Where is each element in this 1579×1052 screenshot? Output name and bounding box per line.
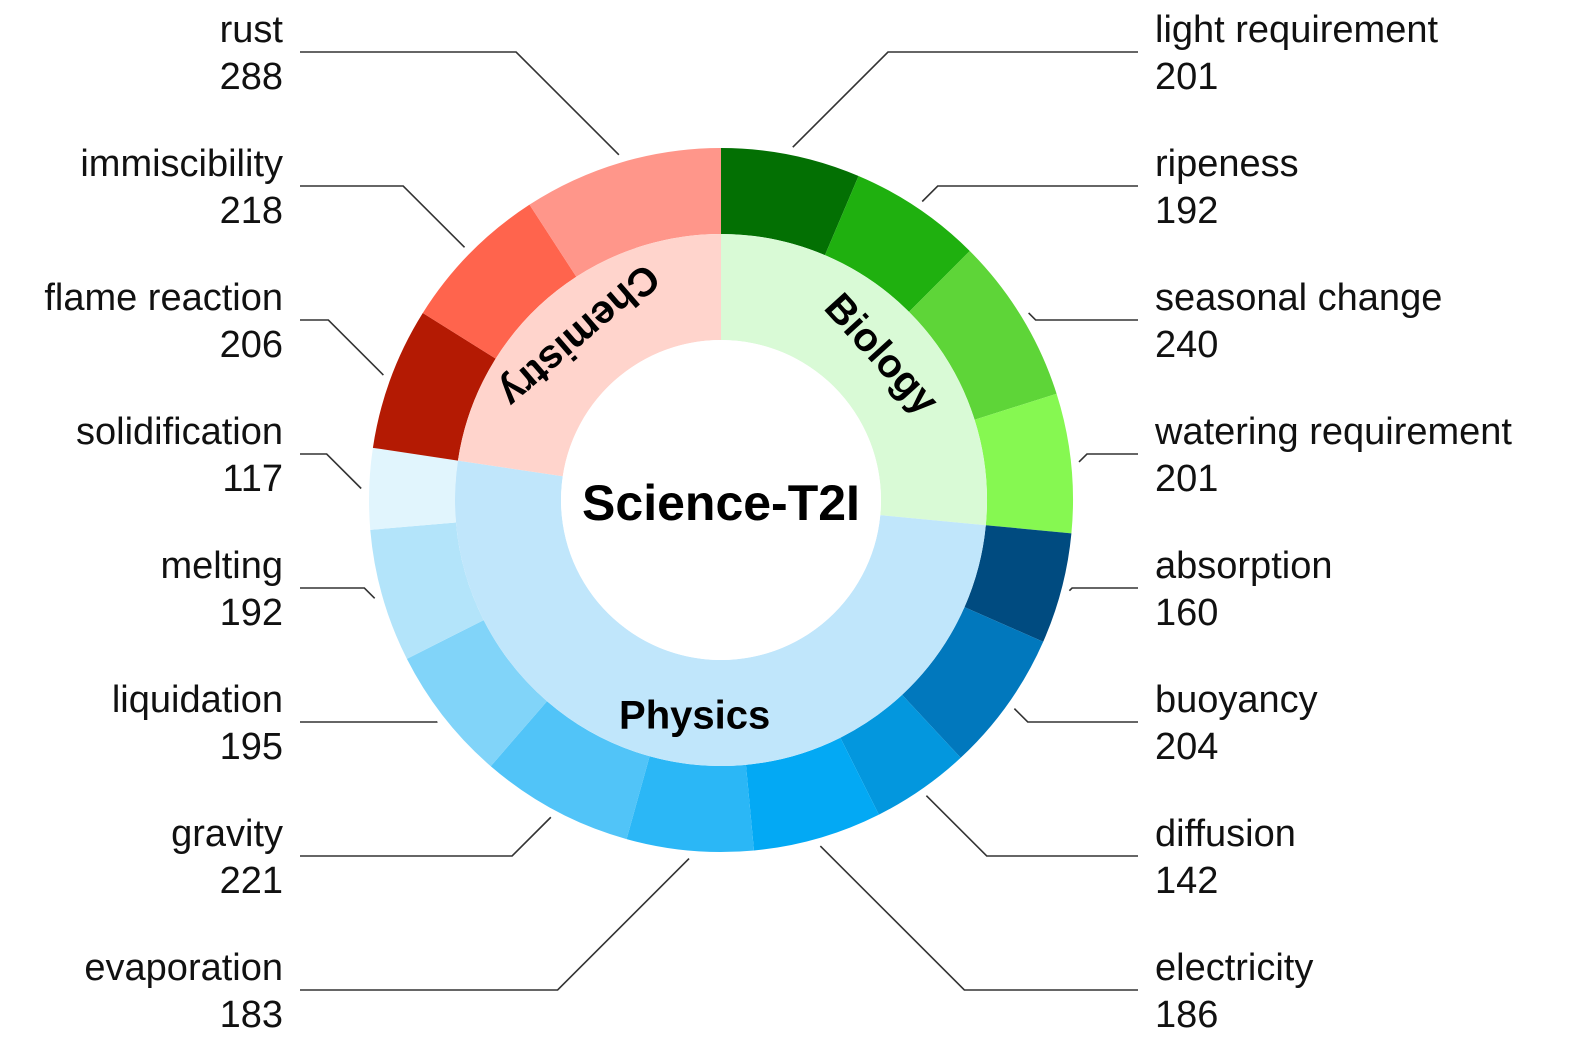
slice-gravity bbox=[490, 701, 650, 840]
slice-seasonal-change bbox=[908, 250, 1057, 420]
slice-value-absorption: 160 bbox=[1155, 592, 1218, 634]
slice-melting bbox=[370, 522, 484, 659]
slice-value-buoyancy: 204 bbox=[1155, 726, 1218, 768]
slice-label-solidification: solidification bbox=[76, 411, 283, 453]
slice-label-light-requirement: light requirement bbox=[1155, 9, 1438, 51]
slice-liquidation bbox=[406, 620, 548, 767]
center-hole bbox=[561, 340, 881, 660]
slice-rust bbox=[529, 148, 721, 277]
leader-line-immiscibility bbox=[300, 185, 466, 248]
leader-line-flame-reaction bbox=[300, 319, 384, 376]
slice-electricity bbox=[745, 737, 879, 851]
slice-label-seasonal-change: seasonal change bbox=[1155, 277, 1442, 319]
leader-lines bbox=[300, 51, 1138, 991]
leader-line-absorption bbox=[1068, 587, 1138, 592]
leader-line-rust bbox=[300, 51, 620, 156]
slice-value-electricity: 186 bbox=[1155, 994, 1218, 1036]
slice-value-flame-reaction: 206 bbox=[220, 324, 283, 366]
slice-label-ripeness: ripeness bbox=[1155, 143, 1299, 185]
slice-labels: light requirement 201 ripeness 192 seasonal … bbox=[44, 9, 1512, 1036]
slice-label-flame-reaction: flame reaction bbox=[44, 277, 283, 319]
slice-value-liquidation: 195 bbox=[220, 726, 283, 768]
category-slice-physics bbox=[454, 460, 986, 766]
category-label-physics: Physics bbox=[619, 693, 770, 737]
slice-value-ripeness: 192 bbox=[1155, 190, 1218, 232]
slice-label-immiscibility: immiscibility bbox=[80, 143, 283, 185]
slice-label-electricity: electricity bbox=[1155, 947, 1313, 989]
slice-value-melting: 192 bbox=[220, 592, 283, 634]
slice-label-liquidation: liquidation bbox=[112, 679, 283, 721]
slice-label-melting: melting bbox=[161, 545, 284, 587]
slice-label-evaporation: evaporation bbox=[84, 947, 283, 989]
slice-label-rust: rust bbox=[220, 9, 284, 51]
leader-line-solidification bbox=[300, 453, 362, 490]
slice-value-diffusion: 142 bbox=[1155, 860, 1218, 902]
category-slice-biology bbox=[721, 234, 987, 526]
slice-diffusion bbox=[840, 694, 961, 815]
slice-absorption bbox=[964, 525, 1072, 642]
slice-value-rust: 288 bbox=[220, 56, 283, 98]
inner-ring bbox=[454, 234, 987, 766]
leader-line-melting bbox=[300, 587, 376, 599]
slice-flame-reaction bbox=[372, 312, 496, 461]
slice-value-seasonal-change: 240 bbox=[1155, 324, 1218, 366]
leader-line-evaporation bbox=[300, 858, 690, 991]
slice-ripeness bbox=[824, 175, 970, 312]
slice-solidification bbox=[369, 447, 458, 530]
leader-line-electricity bbox=[819, 845, 1138, 991]
slice-label-absorption: absorption bbox=[1155, 545, 1332, 587]
slice-label-diffusion: diffusion bbox=[1155, 813, 1296, 855]
slice-immiscibility bbox=[422, 204, 577, 359]
category-slice-chemistry bbox=[457, 234, 721, 477]
slice-evaporation bbox=[626, 756, 754, 853]
slice-buoyancy bbox=[902, 607, 1044, 758]
slice-value-solidification: 117 bbox=[222, 458, 283, 500]
slice-value-gravity: 221 bbox=[220, 860, 283, 902]
leader-line-watering-requirement bbox=[1078, 453, 1138, 463]
slice-label-buoyancy: buoyancy bbox=[1155, 679, 1318, 721]
slice-light-requirement bbox=[721, 148, 859, 256]
leader-line-buoyancy bbox=[1013, 708, 1138, 723]
outer-ring bbox=[369, 148, 1074, 853]
leader-line-gravity bbox=[300, 816, 552, 857]
leader-line-diffusion bbox=[925, 795, 1138, 857]
slice-value-watering-requirement: 201 bbox=[1155, 458, 1218, 500]
slice-value-light-requirement: 201 bbox=[1155, 56, 1218, 98]
slice-value-evaporation: 183 bbox=[220, 994, 283, 1036]
slice-watering-requirement bbox=[974, 393, 1074, 534]
slice-value-immiscibility: 218 bbox=[220, 190, 283, 232]
leader-line-ripeness bbox=[921, 185, 1138, 203]
slice-label-gravity: gravity bbox=[171, 813, 283, 855]
chart-title: Science-T2I bbox=[582, 475, 860, 531]
leader-line-seasonal-change bbox=[1028, 312, 1138, 321]
leader-line-light-requirement bbox=[792, 51, 1138, 148]
slice-label-watering-requirement: watering requirement bbox=[1154, 411, 1512, 453]
